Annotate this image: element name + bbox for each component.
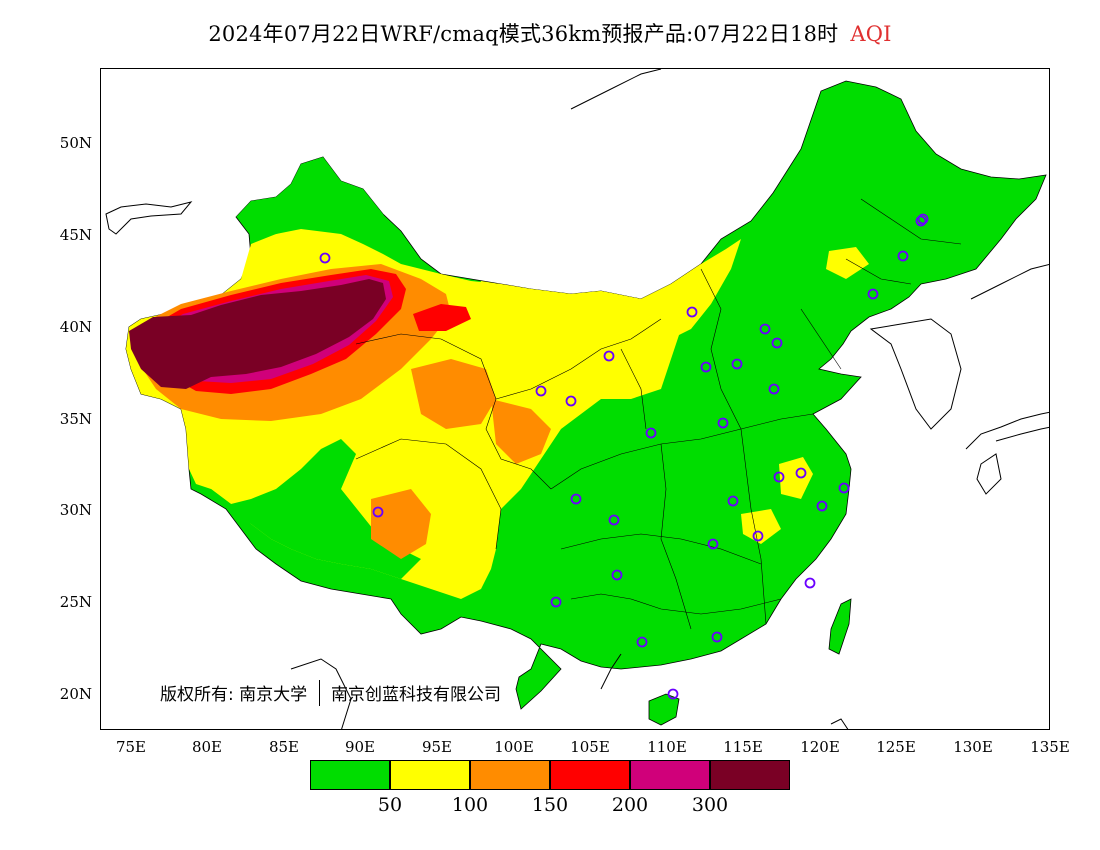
x-tick-label: 90E — [344, 738, 376, 756]
aqi-zone-orange-gansu — [491, 399, 551, 464]
y-tick-label: 45N — [59, 226, 92, 244]
station-marker — [711, 631, 723, 643]
legend-tick-label: 150 — [531, 794, 569, 816]
x-tick-label: 115E — [723, 738, 763, 756]
y-tick-label: 20N — [59, 685, 92, 703]
aqi-zone-green-tibet — [191, 439, 421, 579]
station-marker — [372, 506, 384, 518]
station-marker — [608, 514, 620, 526]
station-marker — [768, 383, 780, 395]
copyright-note: 版权所有: 南京大学 南京创蓝科技有限公司 — [160, 680, 501, 706]
province-borders — [355, 198, 962, 630]
legend-tick-label: 100 — [451, 794, 489, 816]
station-marker — [917, 213, 929, 225]
copyright-divider — [318, 680, 320, 706]
station-marker — [667, 688, 679, 700]
legend-swatch — [390, 760, 470, 790]
station-marker — [759, 323, 771, 335]
copyright-org2: 南京创蓝科技有限公司 — [330, 685, 501, 705]
station-marker — [603, 350, 615, 362]
station-markers — [319, 213, 929, 700]
legend-tick-label: 50 — [377, 794, 403, 816]
legend-swatch — [630, 760, 710, 790]
legend-swatch — [310, 760, 390, 790]
station-marker — [565, 395, 577, 407]
station-marker — [795, 467, 807, 479]
x-tick-label: 100E — [494, 738, 534, 756]
y-tick-label: 35N — [59, 410, 92, 428]
station-marker — [717, 417, 729, 429]
aqi-zone-yellow-northeast — [826, 247, 869, 279]
station-marker — [686, 306, 698, 318]
station-marker — [804, 577, 816, 589]
legend-swatch — [550, 760, 630, 790]
x-tick-label: 95E — [421, 738, 453, 756]
station-marker — [897, 250, 909, 262]
aqi-map — [105, 69, 1049, 729]
aqi-zone-yellow-jiangxi — [741, 509, 781, 544]
copyright-org1: 南京大学 — [239, 685, 308, 705]
map-title: 2024年07月22日WRF/cmaq模式36km预报产品:07月22日18时 A… — [0, 18, 1100, 48]
station-marker — [535, 385, 547, 397]
station-marker — [731, 358, 743, 370]
station-marker — [636, 636, 648, 648]
station-marker — [752, 530, 764, 542]
title-main: 2024年07月22日WRF/cmaq模式36km预报产品:07月22日18时 — [208, 22, 839, 46]
x-tick-label: 120E — [800, 738, 840, 756]
station-marker — [773, 471, 785, 483]
title-variable: AQI — [850, 22, 892, 46]
station-marker — [645, 427, 657, 439]
x-tick-label: 130E — [953, 738, 993, 756]
aqi-zone-green-xinjiang-north — [236, 157, 391, 239]
aqi-zone-yellow-north — [476, 239, 741, 349]
station-marker — [838, 482, 850, 494]
station-marker — [816, 500, 828, 512]
x-tick-label: 125E — [876, 738, 916, 756]
aqi-zone-red-gobi — [413, 304, 471, 331]
x-tick-label: 75E — [115, 738, 147, 756]
station-marker — [915, 215, 927, 227]
aqi-zone-yellow-jiangsu — [779, 457, 813, 499]
map-frame — [100, 68, 1050, 730]
station-marker — [319, 252, 331, 264]
x-tick-label: 80E — [191, 738, 223, 756]
x-tick-label: 110E — [647, 738, 687, 756]
x-tick-label: 135E — [1030, 738, 1070, 756]
x-tick-label: 85E — [268, 738, 300, 756]
station-marker — [611, 569, 623, 581]
aqi-zone-orange-tibet-south — [371, 489, 431, 559]
hainan-island — [648, 693, 680, 726]
station-marker — [727, 495, 739, 507]
copyright-prefix: 版权所有: — [160, 685, 234, 705]
aqi-zone-orange-qinghai — [411, 359, 496, 429]
station-marker — [867, 288, 879, 300]
station-marker — [771, 337, 783, 349]
aqi-zone-maroon — [129, 279, 386, 389]
neighbor-outlines — [105, 69, 1049, 729]
legend-swatch — [710, 760, 790, 790]
x-tick-label: 105E — [570, 738, 610, 756]
y-tick-label: 50N — [59, 134, 92, 152]
y-tick-label: 40N — [59, 318, 92, 336]
legend-tick-label: 300 — [691, 794, 729, 816]
station-marker — [550, 596, 562, 608]
station-marker — [570, 493, 582, 505]
station-marker — [707, 538, 719, 550]
legend-swatch — [470, 760, 550, 790]
taiwan-island — [828, 598, 852, 655]
y-tick-label: 25N — [59, 593, 92, 611]
y-tick-label: 30N — [59, 501, 92, 519]
legend-tick-label: 200 — [611, 794, 649, 816]
station-marker — [700, 361, 712, 373]
